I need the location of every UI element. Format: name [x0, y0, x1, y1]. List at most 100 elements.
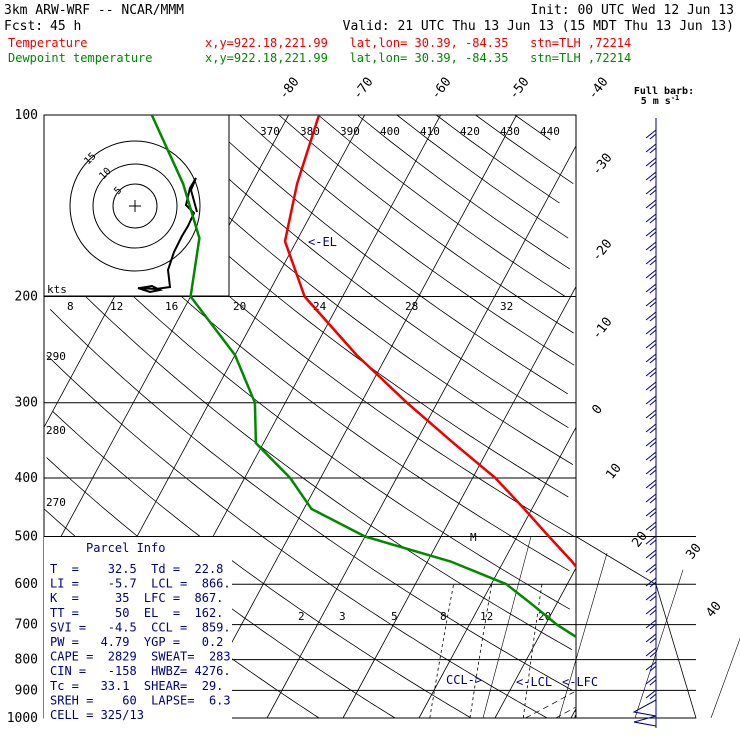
wind-barb [645, 199, 657, 210]
lfc-annotation: <-LFC [562, 675, 598, 689]
wind-barb [645, 395, 657, 406]
parcel-info-row: K = 35 LFC = 867. [50, 591, 223, 605]
pressure-tick-label: 600 [15, 577, 38, 592]
pressure-tick-label: 400 [15, 471, 38, 486]
theta-label: 370 [260, 125, 280, 138]
isotherm-label: -70 [350, 75, 376, 103]
wind-axis-label: 28 [405, 300, 418, 313]
barb-legend-title: Full barb: [634, 86, 694, 97]
isotherm-line [418, 427, 577, 719]
model-title: 3km ARW-WRF -- NCAR/MMM [4, 3, 184, 18]
hodograph-ring [92, 163, 178, 249]
wind-barb [645, 633, 657, 644]
dry-adiabat-line [57, 268, 573, 650]
dry-adiabat-line [239, 114, 575, 366]
isotherm-label: -10 [589, 315, 615, 343]
pressure-tick-label: 300 [15, 396, 38, 411]
hodograph-trace [137, 177, 198, 294]
theta-label: 440 [540, 125, 560, 138]
dewpoint-line [150, 115, 576, 639]
wind-barb [645, 437, 657, 448]
wind-barb [645, 451, 657, 462]
mixing-ratio-label: 5 [391, 610, 398, 623]
wind-barb [645, 479, 657, 490]
wind-barb [645, 493, 657, 504]
init-time: Init: 00 UTC Wed 12 Jun 13 [531, 3, 735, 18]
lcl-annotation: <-LCL [516, 675, 552, 689]
wind-axis-label: 16 [165, 300, 178, 313]
wind-barb [645, 241, 657, 252]
parcel-info-row: SREH = 60 LAPSE= 6.3 [50, 693, 231, 707]
extension-isotherm [634, 569, 684, 719]
dry-adiabat-line [278, 114, 574, 334]
wind-barbs [632, 118, 657, 728]
parcel-info-rows: T = 32.5 Td = 22.8LI = -5.7 LCL = 866.K … [50, 562, 231, 722]
wind-barb-surface [632, 699, 657, 727]
wind-barb [645, 297, 657, 308]
parcel-info-row: CAPE = 2829 SWEAT= 283 [50, 650, 231, 664]
pressure-tick-label: 1000 [7, 711, 38, 726]
wind-barb [645, 423, 657, 434]
dry-adiabat-line [199, 114, 568, 395]
wind-barb [645, 283, 657, 294]
hodograph-ring [112, 183, 158, 229]
moist-adiabat-line [555, 706, 576, 719]
fcst-value: 45 h [50, 19, 81, 34]
fcst-label: Fcst: [4, 19, 43, 34]
wind-axis-label: 32 [500, 300, 513, 313]
mixing-ratio-label: 3 [339, 610, 346, 623]
mixing-ratio-line [522, 584, 543, 719]
hodograph-units-label: kts [47, 283, 67, 296]
isotherm-label: 20 [629, 529, 650, 551]
isotherm-label: 40 [703, 599, 724, 621]
parcel-info-row: CELL = 325/13 [50, 708, 144, 722]
wind-barb [645, 325, 657, 336]
isotherm-label: -50 [506, 75, 532, 103]
isotherm-label: 0 [589, 402, 606, 417]
el-annotation: <-EL [308, 235, 337, 249]
wind-barb [645, 535, 657, 546]
isotherm-label: -30 [589, 151, 615, 179]
extension-isotherm [558, 553, 608, 719]
wind-barb [645, 647, 657, 658]
ccl-annotation: CCL-> [446, 673, 482, 687]
wind-barb [645, 675, 657, 686]
wind-barb [645, 563, 657, 574]
isotherm-line [266, 145, 577, 719]
wind-barb [645, 367, 657, 378]
wind-barb [645, 605, 657, 616]
dry-adiabat-line [49, 309, 573, 691]
parcel-info-row: TT = 50 EL = 162. [50, 606, 223, 620]
dry-adiabat-line [475, 114, 574, 185]
theta-label: 390 [340, 125, 360, 138]
wind-barb [645, 549, 657, 560]
mixing-ratio-label: 8 [440, 610, 447, 623]
isotherm-line [43, 114, 289, 569]
valid-time: Valid: 21 UTC Thu 13 Jun 13 (15 MDT Thu … [343, 19, 734, 34]
wind-barb [645, 689, 657, 700]
moist-adiabats [525, 691, 576, 719]
pressure-tick-label: 200 [15, 290, 38, 305]
mixing-ratio-lines [429, 584, 577, 719]
theta-label: 400 [380, 125, 400, 138]
isotherm-label: -60 [428, 75, 454, 103]
parcel-info-row: Tc = 33.1 SHEAR= 29. [50, 679, 223, 693]
isotherm-line [190, 114, 517, 719]
wind-barb [645, 409, 657, 420]
parcel-info-title: Parcel Info [86, 541, 165, 555]
dry-adiabat-line [514, 114, 551, 141]
wind-barb [645, 227, 657, 238]
isotherm-label: -20 [589, 237, 615, 265]
wind-barb [645, 185, 657, 196]
extension-isotherm [710, 637, 740, 719]
wind-barb [645, 171, 657, 182]
moist-adiabat-line [525, 691, 575, 719]
parcel-info-row: T = 32.5 Td = 22.8 [50, 562, 223, 576]
mixing-ratio-line [429, 584, 454, 719]
pressure-tick-label: 500 [15, 529, 38, 544]
pressure-tick-label: 900 [15, 683, 38, 698]
dry-adiabat-label: 280 [46, 424, 66, 437]
dry-adiabat-line [46, 457, 396, 719]
